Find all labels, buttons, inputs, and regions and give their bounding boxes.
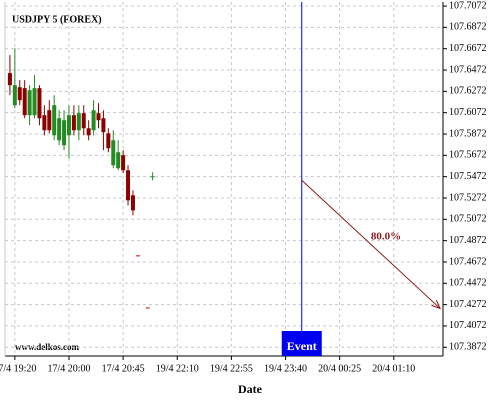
x-tick-label: 20/4 00:25 [318, 363, 361, 374]
y-tick-label: 107.4672 [449, 256, 487, 267]
y-tick-label: 107.4072 [449, 320, 487, 331]
x-tick-label: 19/4 22:10 [156, 363, 199, 374]
candle-body [76, 113, 81, 131]
y-tick-label: 107.5872 [449, 128, 487, 139]
candle-body [106, 133, 111, 149]
x-tick-label: 19/4 23:40 [264, 363, 307, 374]
candle-body [91, 110, 96, 131]
candle-body [135, 255, 140, 257]
y-tick-label: 107.6072 [449, 107, 487, 118]
candle-body [121, 155, 126, 171]
candle-body [150, 176, 155, 178]
projection-arrow [301, 179, 441, 309]
y-tick-label: 107.7072 [449, 0, 487, 11]
candle-body [42, 115, 47, 131]
candle-body [27, 90, 32, 116]
candle-body [17, 87, 22, 101]
candle-body [145, 307, 150, 309]
candle-body [130, 195, 135, 211]
x-tick-label: 17/4 20:45 [102, 363, 145, 374]
candle-body [126, 170, 131, 201]
arrow-head [431, 300, 441, 310]
candle-body [7, 73, 12, 86]
candle-body [12, 85, 17, 106]
candle-body [66, 115, 71, 136]
candle-body [111, 140, 116, 166]
candle-body [71, 115, 76, 131]
x-tick-label: 17/4 20:00 [47, 363, 90, 374]
x-tick-label: 17/4 19:20 [0, 363, 36, 374]
x-tick-label: 20/4 01:10 [372, 363, 415, 374]
y-tick-label: 107.3872 [449, 342, 487, 353]
y-tick-label: 107.4472 [449, 278, 487, 289]
x-tick-label: 19/4 22:55 [210, 363, 253, 374]
y-tick-label: 107.6872 [449, 22, 487, 33]
y-tick-label: 107.4872 [449, 235, 487, 246]
candle-body [101, 118, 106, 133]
event-label: Event [287, 339, 317, 353]
x-axis-label: Date [238, 382, 263, 396]
candle-body [32, 88, 37, 116]
y-tick-label: 107.4272 [449, 299, 487, 310]
event-box [281, 331, 322, 356]
candle-body [52, 105, 57, 136]
candle-body [22, 88, 27, 116]
y-tick-label: 107.6472 [449, 64, 487, 75]
y-tick-label: 107.5472 [449, 171, 487, 182]
chart-title: USDJPY 5 (FOREX) [12, 14, 102, 25]
y-tick-label: 107.5072 [449, 214, 487, 225]
candle-body [57, 118, 62, 141]
candle-body [37, 88, 42, 119]
y-tick-label: 107.5272 [449, 192, 487, 203]
candle-body [116, 152, 121, 169]
y-tick-label: 107.5672 [449, 150, 487, 161]
projection-label: 80.0% [371, 231, 401, 243]
candle-body [96, 113, 101, 121]
candle-body [62, 120, 67, 146]
y-tick-label: 107.6672 [449, 43, 487, 54]
candle-body [86, 128, 91, 136]
y-tick-label: 107.6272 [449, 86, 487, 97]
candle-body [47, 110, 52, 131]
candle-body [81, 113, 86, 129]
